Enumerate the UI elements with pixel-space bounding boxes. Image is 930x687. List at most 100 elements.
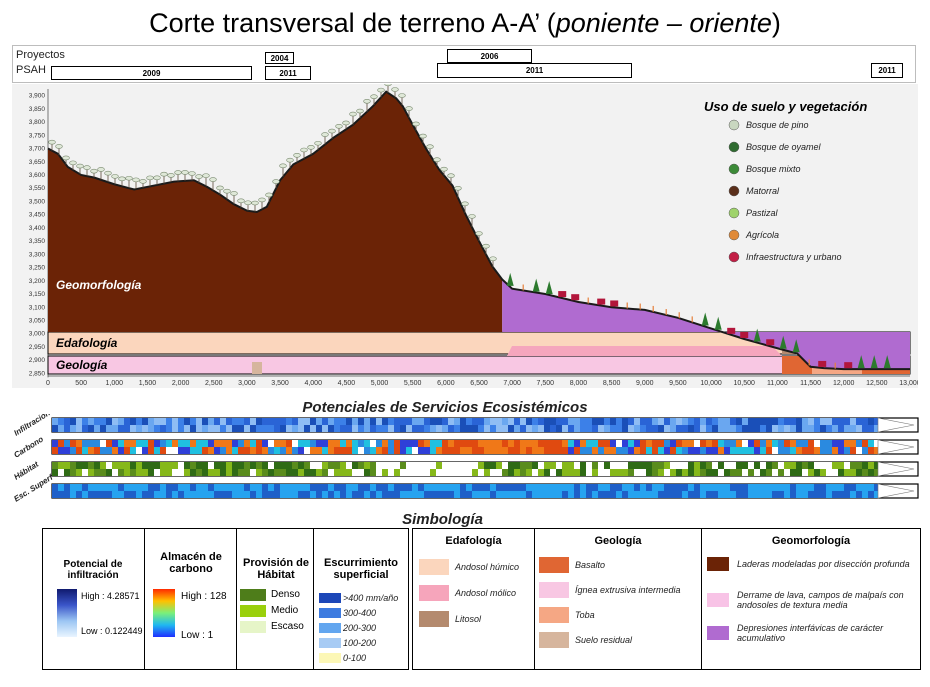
strip-cell <box>592 425 598 432</box>
strip-cell <box>310 462 316 469</box>
strip-cell <box>832 447 838 454</box>
strip-cell <box>166 469 172 476</box>
strip-cell <box>490 469 496 476</box>
strip-cell <box>814 469 820 476</box>
strip-cell <box>358 462 364 469</box>
strip-cell <box>232 462 238 469</box>
strip-cell <box>418 469 424 476</box>
strip-cell <box>808 491 814 498</box>
strip-cell <box>160 484 166 491</box>
strip-cell <box>850 491 856 498</box>
strip-cell <box>730 440 736 447</box>
strip-cell <box>232 469 238 476</box>
strip-cell <box>262 440 268 447</box>
strip-cell <box>484 418 490 425</box>
legend-title: Uso de suelo y vegetación <box>704 99 867 114</box>
strip-cell <box>580 484 586 491</box>
strip-cell <box>484 425 490 432</box>
strip-cell <box>814 491 820 498</box>
strip-cell <box>598 462 604 469</box>
strip-cell <box>628 447 634 454</box>
strip-cell <box>700 418 706 425</box>
strip-cell <box>436 484 442 491</box>
strip-cell <box>598 491 604 498</box>
strip-cell <box>208 418 214 425</box>
strip-cell <box>424 484 430 491</box>
strip-cell <box>688 425 694 432</box>
carbon-low: Low : 1 <box>181 630 214 641</box>
strip-cell <box>274 462 280 469</box>
runoff-legend-title: Escurrimiento superficial <box>324 557 398 581</box>
legend-label: Medio <box>271 605 299 617</box>
strip-cell <box>142 425 148 432</box>
strip-cell <box>256 447 262 454</box>
strip-cell <box>82 462 88 469</box>
projects-label: Proyectos <box>16 49 65 61</box>
strip-cell <box>274 484 280 491</box>
strip-cell <box>460 469 466 476</box>
strip-cell <box>328 418 334 425</box>
strip-cell <box>436 491 442 498</box>
strip-cell <box>586 462 592 469</box>
strip-cell <box>172 425 178 432</box>
strip-cell <box>400 484 406 491</box>
strip-cell <box>340 425 346 432</box>
strip-cell <box>472 469 478 476</box>
strip-cell <box>106 484 112 491</box>
strip-cell <box>712 469 718 476</box>
strip-cell <box>250 469 256 476</box>
strip-cell <box>382 447 388 454</box>
strip-cell <box>94 440 100 447</box>
y-tick-label: 2,950 <box>29 344 46 351</box>
strip-cell <box>508 469 514 476</box>
strip-cell <box>130 418 136 425</box>
strip-cell <box>556 425 562 432</box>
strip-cell <box>502 447 508 454</box>
strip-cell <box>514 447 520 454</box>
legend-row: Medio <box>240 605 312 617</box>
strip-cell <box>712 491 718 498</box>
strip-cell <box>64 484 70 491</box>
strip-cell <box>322 484 328 491</box>
strip-cell <box>58 440 64 447</box>
strip-cell <box>496 469 502 476</box>
x-tick-label: 12,500 <box>866 380 888 387</box>
strip-cell <box>136 440 142 447</box>
strip-cell <box>802 484 808 491</box>
strip-cell <box>448 469 454 476</box>
strip-cell <box>160 418 166 425</box>
strip-cell <box>256 440 262 447</box>
pine-tree-icon <box>111 174 119 179</box>
strip-cell <box>742 469 748 476</box>
strip-cell <box>826 484 832 491</box>
strip-cell <box>604 462 610 469</box>
strip-cell <box>256 418 262 425</box>
strip-cell <box>586 418 592 425</box>
strip-cell <box>724 425 730 432</box>
pine-tree-icon <box>62 155 70 161</box>
legend-label: 100-200 <box>343 638 377 648</box>
strip-cell <box>556 462 562 469</box>
strip-cell <box>784 491 790 498</box>
strip-cell <box>832 484 838 491</box>
fir-tree-icon <box>506 272 514 286</box>
x-tick-label: 11,500 <box>800 380 821 387</box>
strip-cell <box>100 425 106 432</box>
strip-cell <box>664 425 670 432</box>
fir-tree-icon <box>870 355 878 369</box>
strip-cell <box>580 447 586 454</box>
strip-cell <box>664 469 670 476</box>
strip-cell <box>868 484 874 491</box>
strip-cell <box>676 418 682 425</box>
strip-cell <box>412 491 418 498</box>
strip-cell <box>238 418 244 425</box>
strip-cell <box>412 462 418 469</box>
strip-cell <box>298 469 304 476</box>
strip-cell <box>406 469 412 476</box>
strip-cell <box>586 484 592 491</box>
strip-cell <box>256 462 262 469</box>
strip-cell <box>460 425 466 432</box>
strip-cell <box>340 491 346 498</box>
strip-cell <box>442 491 448 498</box>
strip-cell <box>382 418 388 425</box>
